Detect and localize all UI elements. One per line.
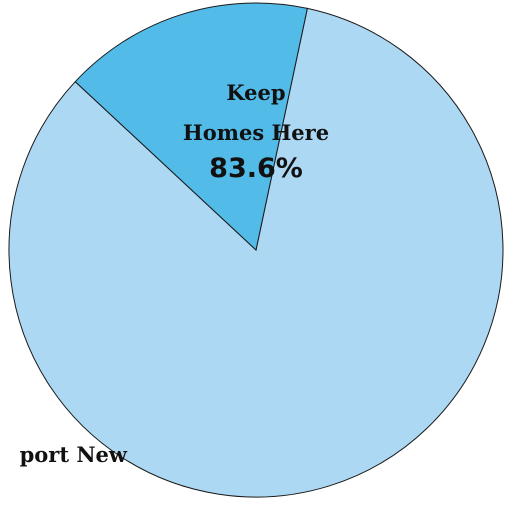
slice-label-keep-line1: Keep: [226, 80, 285, 105]
pie-slices: [8, 2, 504, 498]
slice-value-keep: 83.6%: [209, 153, 303, 184]
pie-slice-import-new: [74, 2, 308, 251]
slice-label-keep-line2: Homes Here: [183, 120, 329, 145]
pie-slice-keep-homes-here: [8, 7, 504, 498]
slice-label-import-line1: port New: [20, 442, 128, 467]
